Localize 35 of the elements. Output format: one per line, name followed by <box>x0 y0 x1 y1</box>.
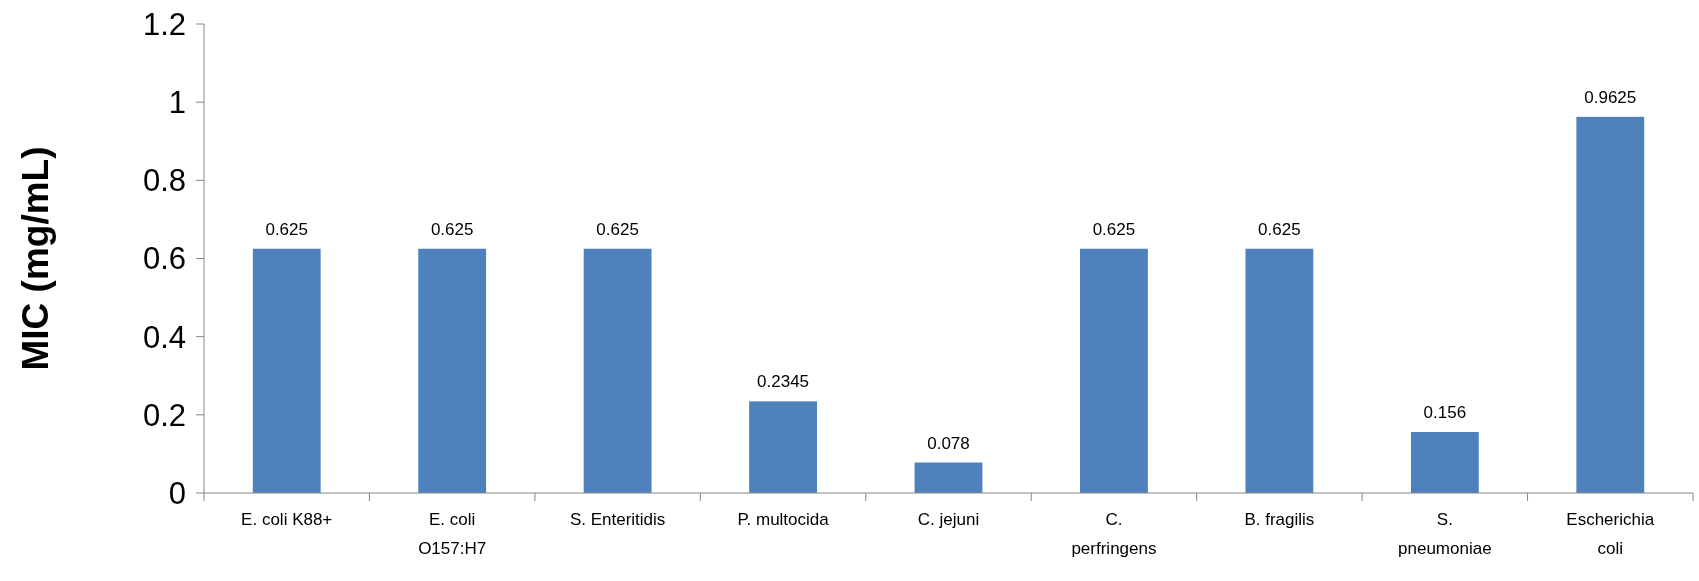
data-label: 0.625 <box>430 219 474 239</box>
y-axis-title: MIC (mg/mL) <box>15 146 56 371</box>
x-tick-label: Escherichia coli <box>1566 510 1655 558</box>
y-tick-label: 0.2 <box>142 397 186 433</box>
bar <box>1245 248 1314 493</box>
data-label: 0.625 <box>265 219 308 239</box>
bar <box>583 248 652 493</box>
x-tick-label: S. pneumoniae <box>1398 510 1492 558</box>
y-tick-label: 1 <box>168 85 186 121</box>
x-tick-label: E. coli O157:H7 <box>418 510 487 558</box>
y-tick-label: 0.6 <box>142 241 186 277</box>
x-tick-label: C. jejuni <box>917 510 980 529</box>
data-label: 0.156 <box>1423 403 1467 423</box>
y-tick-label: 0.4 <box>142 319 186 355</box>
data-label: 0.625 <box>1258 219 1301 239</box>
data-label: 0.9625 <box>1584 87 1637 107</box>
data-label: 0.2345 <box>757 372 810 392</box>
y-tick-label: 1.2 <box>142 6 186 42</box>
bar <box>252 248 321 493</box>
data-label: 0.625 <box>1092 219 1136 239</box>
bar <box>749 401 817 493</box>
x-tick-label: P. multocida <box>737 510 830 529</box>
data-label: 0.625 <box>596 219 639 239</box>
bar <box>1410 432 1479 493</box>
bar <box>1080 248 1148 493</box>
bar <box>418 248 487 493</box>
bar <box>914 462 983 493</box>
x-tick-label: E. coli K88+ <box>241 510 333 529</box>
bar <box>1576 116 1645 493</box>
x-tick-label: C. perfringens <box>1071 510 1157 558</box>
y-tick-label: 0 <box>168 475 186 511</box>
y-tick-label: 0.8 <box>142 163 186 199</box>
x-tick-label: B. fragilis <box>1244 510 1315 529</box>
x-tick-label: S. Enteritidis <box>569 510 666 529</box>
data-label: 0.078 <box>927 433 970 453</box>
